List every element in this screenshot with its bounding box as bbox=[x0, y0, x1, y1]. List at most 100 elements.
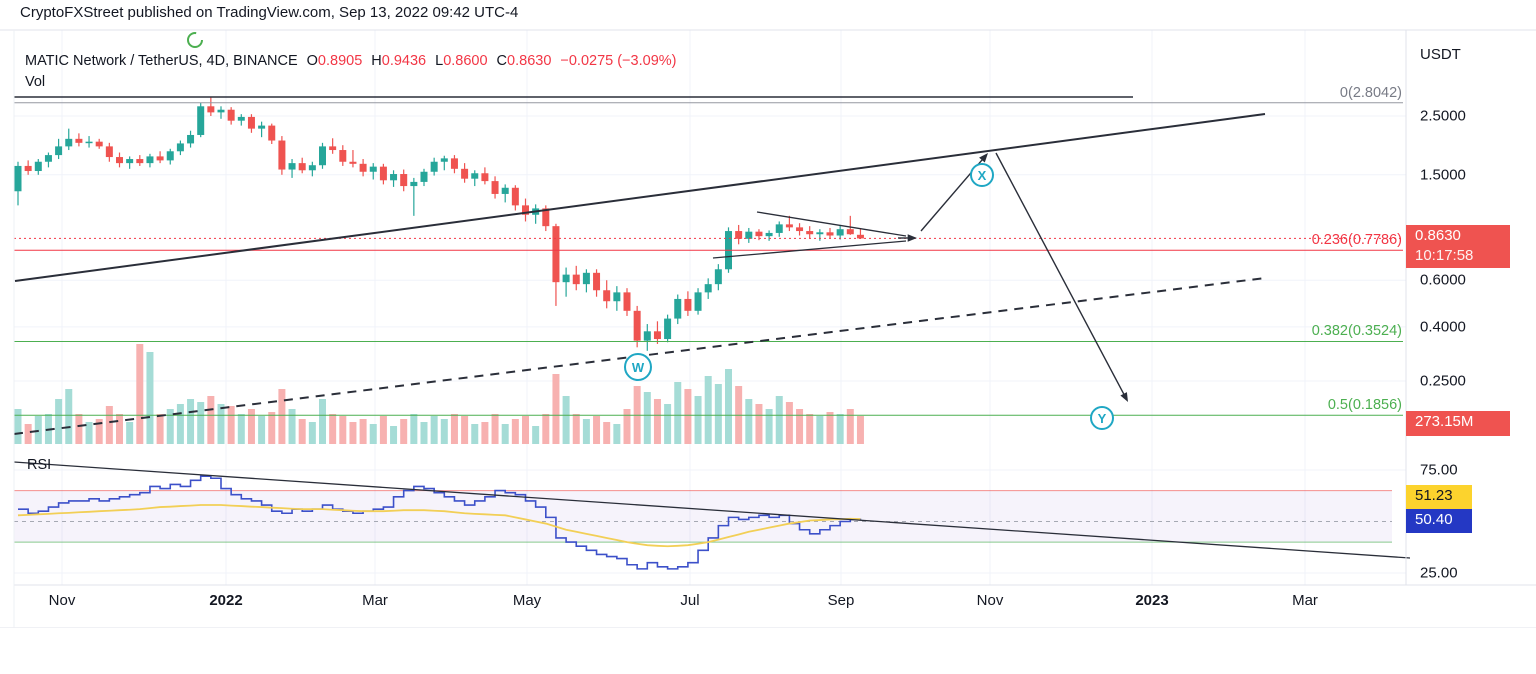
candle-body bbox=[227, 109, 235, 121]
volume-bar bbox=[836, 414, 844, 444]
time-tick-label: May bbox=[512, 592, 542, 609]
volume-bar bbox=[379, 416, 387, 444]
candle-body bbox=[694, 292, 702, 311]
volume-bar bbox=[359, 419, 367, 444]
candle-body bbox=[156, 156, 164, 161]
volume-bar bbox=[511, 419, 519, 444]
volume-bar bbox=[95, 419, 103, 444]
volume-bar bbox=[197, 402, 205, 444]
volume-bar bbox=[207, 396, 215, 444]
projection-down-to-y-head bbox=[1120, 392, 1128, 402]
candle-body bbox=[85, 141, 93, 144]
volume-bar bbox=[237, 414, 245, 444]
volume-bar bbox=[390, 426, 398, 444]
rsi-tick-label: 25.00 bbox=[1420, 564, 1458, 582]
wave-marker-letter-x: X bbox=[978, 168, 987, 183]
candle-body bbox=[400, 174, 408, 187]
candle-body bbox=[846, 229, 854, 235]
candle-body bbox=[481, 173, 489, 182]
candle-body bbox=[796, 227, 804, 232]
volume-bar bbox=[491, 414, 499, 444]
candle-body bbox=[856, 234, 864, 239]
volume-bar bbox=[319, 399, 326, 444]
volume-bar bbox=[187, 399, 195, 444]
volume-bar bbox=[116, 414, 123, 444]
candle-body bbox=[471, 173, 479, 179]
volume-bar bbox=[268, 412, 276, 444]
time-tick-label: Sep bbox=[827, 592, 855, 609]
candle-body bbox=[501, 187, 509, 194]
volume-bar bbox=[247, 409, 255, 444]
candle-body bbox=[126, 159, 134, 164]
candle-body bbox=[430, 161, 438, 172]
candle-body bbox=[339, 150, 347, 162]
volume-bar bbox=[785, 402, 793, 444]
candle-body bbox=[410, 181, 418, 187]
volume-bar bbox=[166, 409, 174, 444]
volume-bar bbox=[288, 409, 296, 444]
candle-body bbox=[613, 292, 621, 302]
candle-body bbox=[369, 166, 377, 172]
time-tick-label: Mar bbox=[362, 592, 388, 609]
candle-body bbox=[329, 146, 337, 151]
candle-body bbox=[745, 231, 753, 239]
volume-bar bbox=[461, 416, 469, 444]
candle-body bbox=[217, 109, 225, 113]
candle-body bbox=[278, 140, 286, 170]
candle-body bbox=[461, 168, 469, 179]
volume-bar bbox=[603, 422, 611, 444]
candle-body bbox=[775, 224, 783, 233]
fib-level-label: 0.382(0.3524) bbox=[1311, 323, 1402, 340]
attribution-header: CryptoFXStreet published on TradingView.… bbox=[20, 4, 519, 21]
volume-bar bbox=[816, 416, 824, 444]
candle-body bbox=[146, 156, 154, 164]
volume-badge: 273.15M bbox=[1406, 411, 1510, 436]
candle-body bbox=[197, 106, 205, 135]
volume-bar bbox=[684, 389, 692, 444]
candle-body bbox=[491, 181, 499, 194]
volume-bar bbox=[745, 399, 753, 444]
time-tick-label: Nov bbox=[48, 592, 76, 609]
wave-marker-circle-w[interactable] bbox=[624, 353, 652, 381]
volume-bar bbox=[430, 416, 438, 444]
volume-bar bbox=[765, 409, 773, 444]
price-tick-label: 1.5000 bbox=[1420, 166, 1466, 184]
ohlc-value: 0.8630 bbox=[507, 53, 552, 69]
volume-bar bbox=[85, 422, 93, 444]
volume-bar bbox=[105, 406, 113, 444]
volume-bar bbox=[126, 422, 134, 444]
volume-bar bbox=[481, 422, 489, 444]
candle-body bbox=[390, 174, 398, 181]
candle-body bbox=[674, 298, 682, 319]
volume-bar bbox=[440, 419, 448, 444]
candle-body bbox=[593, 272, 601, 291]
candle-body bbox=[450, 158, 458, 169]
candle-body bbox=[440, 158, 448, 162]
volume-bar bbox=[664, 404, 672, 444]
volume-bar bbox=[796, 409, 804, 444]
bar-countdown: 10:17:58 bbox=[1415, 247, 1474, 265]
volume-bar bbox=[55, 399, 63, 444]
projection-up-to-x-head bbox=[979, 153, 988, 163]
fib-level-label: 0.5(0.1856) bbox=[1327, 397, 1402, 414]
candle-body bbox=[247, 116, 255, 129]
volume-bar bbox=[298, 419, 306, 444]
wave-marker-circle-y[interactable] bbox=[1090, 406, 1114, 430]
volume-bar bbox=[146, 352, 154, 444]
candle-body bbox=[379, 166, 387, 181]
candle-body bbox=[258, 125, 266, 129]
rsi-line bbox=[18, 475, 862, 570]
projection-down-to-y bbox=[995, 152, 1127, 399]
wave-marker-circle-x[interactable] bbox=[970, 163, 994, 187]
volume-bar bbox=[674, 382, 682, 444]
candle-body bbox=[684, 298, 692, 311]
time-tick-label: Nov bbox=[976, 592, 1004, 609]
candle-body bbox=[420, 171, 428, 182]
fib-level-label: 0(2.8042) bbox=[1339, 84, 1402, 101]
volume-bar bbox=[410, 414, 418, 444]
volume-bar bbox=[278, 389, 286, 444]
volume-bar bbox=[775, 396, 783, 444]
candle-body bbox=[24, 165, 32, 172]
